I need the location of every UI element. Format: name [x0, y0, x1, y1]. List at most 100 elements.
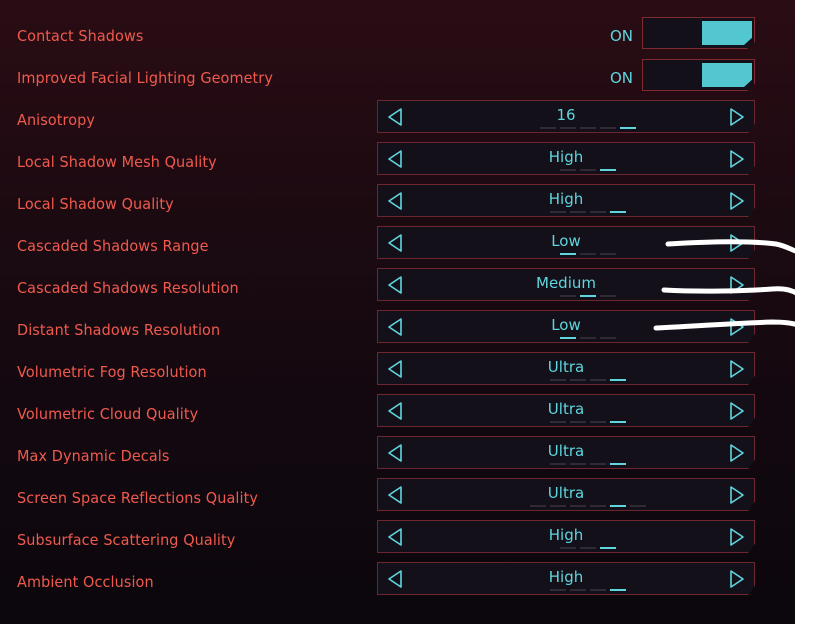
setting-row-local-shadow-quality: Local Shadow Quality High	[0, 184, 795, 226]
distant-shadows-resolution-selector[interactable]: Low	[377, 310, 755, 343]
arrow-left-icon[interactable]	[386, 359, 404, 379]
contact-shadows-toggle[interactable]	[642, 17, 755, 49]
level-indicator	[560, 547, 616, 549]
setting-label: Ambient Occlusion	[17, 573, 154, 591]
level-tick	[590, 211, 606, 213]
arrow-right-icon[interactable]	[728, 317, 746, 337]
level-tick	[540, 127, 556, 129]
level-indicator	[560, 253, 616, 255]
level-tick	[560, 547, 576, 549]
level-indicator	[550, 379, 626, 381]
arrow-right-icon[interactable]	[728, 527, 746, 547]
toggle-fill	[702, 21, 752, 45]
level-tick	[570, 463, 586, 465]
level-tick	[630, 505, 646, 507]
arrow-right-icon[interactable]	[728, 443, 746, 463]
volumetric-fog-resolution-selector[interactable]: Ultra	[377, 352, 755, 385]
arrow-left-icon[interactable]	[386, 191, 404, 211]
setting-row-local-shadow-mesh-quality: Local Shadow Mesh Quality High	[0, 142, 795, 184]
level-tick	[570, 421, 586, 423]
level-tick-active	[600, 169, 616, 171]
level-tick	[590, 589, 606, 591]
setting-label: Screen Space Reflections Quality	[17, 489, 258, 507]
selector-value: High	[548, 568, 584, 586]
level-tick	[600, 295, 616, 297]
level-tick	[550, 589, 566, 591]
arrow-right-icon[interactable]	[728, 401, 746, 421]
setting-label: Local Shadow Mesh Quality	[17, 153, 217, 171]
level-tick-active	[610, 379, 626, 381]
level-tick-active	[610, 463, 626, 465]
arrow-right-icon[interactable]	[728, 107, 746, 127]
arrow-right-icon[interactable]	[728, 233, 746, 253]
arrow-left-icon[interactable]	[386, 233, 404, 253]
level-tick-active	[600, 547, 616, 549]
level-tick-active	[560, 253, 576, 255]
level-tick	[570, 379, 586, 381]
anisotropy-selector[interactable]: 16	[377, 100, 755, 133]
arrow-left-icon[interactable]	[386, 401, 404, 421]
level-tick	[590, 379, 606, 381]
volumetric-cloud-quality-selector[interactable]: Ultra	[377, 394, 755, 427]
level-tick	[560, 127, 576, 129]
toggle-state-text: ON	[610, 27, 634, 45]
local-shadow-mesh-quality-selector[interactable]: High	[377, 142, 755, 175]
setting-row-volumetric-fog-resolution: Volumetric Fog Resolution Ultra	[0, 352, 795, 394]
arrow-left-icon[interactable]	[386, 275, 404, 295]
local-shadow-quality-selector[interactable]: High	[377, 184, 755, 217]
arrow-right-icon[interactable]	[728, 569, 746, 589]
setting-label: Max Dynamic Decals	[17, 447, 170, 465]
screen-space-reflections-quality-selector[interactable]: Ultra	[377, 478, 755, 511]
arrow-left-icon[interactable]	[386, 485, 404, 505]
setting-label: Distant Shadows Resolution	[17, 321, 221, 339]
subsurface-scattering-quality-selector[interactable]: High	[377, 520, 755, 553]
improved-facial-lighting-toggle[interactable]	[642, 59, 755, 91]
arrow-right-icon[interactable]	[728, 149, 746, 169]
level-tick	[580, 337, 596, 339]
ambient-occlusion-selector[interactable]: High	[377, 562, 755, 595]
level-tick	[550, 463, 566, 465]
level-indicator	[560, 169, 616, 171]
cascaded-shadows-range-selector[interactable]: Low	[377, 226, 755, 259]
arrow-left-icon[interactable]	[386, 527, 404, 547]
arrow-left-icon[interactable]	[386, 317, 404, 337]
arrow-left-icon[interactable]	[386, 107, 404, 127]
setting-row-screen-space-reflections-quality: Screen Space Reflections Quality Ultra	[0, 478, 795, 520]
setting-row-improved-facial-lighting-geometry: Improved Facial Lighting Geometry ON	[0, 58, 795, 100]
cascaded-shadows-resolution-selector[interactable]: Medium	[377, 268, 755, 301]
arrow-right-icon[interactable]	[728, 275, 746, 295]
arrow-left-icon[interactable]	[386, 569, 404, 589]
level-tick	[580, 127, 596, 129]
setting-label: Improved Facial Lighting Geometry	[17, 69, 273, 87]
setting-row-cascaded-shadows-range: Cascaded Shadows Range Low	[0, 226, 795, 268]
level-tick-active	[620, 127, 636, 129]
setting-label: Cascaded Shadows Range	[17, 237, 209, 255]
toggle-fill	[702, 63, 752, 87]
level-tick	[550, 421, 566, 423]
setting-row-max-dynamic-decals: Max Dynamic Decals Ultra	[0, 436, 795, 478]
level-tick	[580, 253, 596, 255]
level-tick	[600, 127, 616, 129]
graphics-settings-panel: Contact Shadows ON Improved Facial Light…	[0, 0, 795, 624]
setting-label: Volumetric Fog Resolution	[17, 363, 207, 381]
arrow-right-icon[interactable]	[728, 359, 746, 379]
level-tick	[570, 505, 586, 507]
arrow-left-icon[interactable]	[386, 443, 404, 463]
level-indicator	[550, 211, 626, 213]
toggle-state-text: ON	[610, 69, 634, 87]
arrow-left-icon[interactable]	[386, 149, 404, 169]
level-tick	[570, 589, 586, 591]
selector-value: High	[548, 526, 584, 544]
selector-value: Ultra	[547, 400, 585, 418]
arrow-right-icon[interactable]	[728, 485, 746, 505]
level-tick	[530, 505, 546, 507]
selector-value: Ultra	[547, 484, 585, 502]
selector-value: 16	[556, 106, 576, 124]
setting-row-distant-shadows-resolution: Distant Shadows Resolution Low	[0, 310, 795, 352]
level-tick-active	[560, 337, 576, 339]
level-tick-active	[580, 295, 596, 297]
setting-row-cascaded-shadows-resolution: Cascaded Shadows Resolution Medium	[0, 268, 795, 310]
arrow-right-icon[interactable]	[728, 191, 746, 211]
level-indicator	[550, 463, 626, 465]
max-dynamic-decals-selector[interactable]: Ultra	[377, 436, 755, 469]
